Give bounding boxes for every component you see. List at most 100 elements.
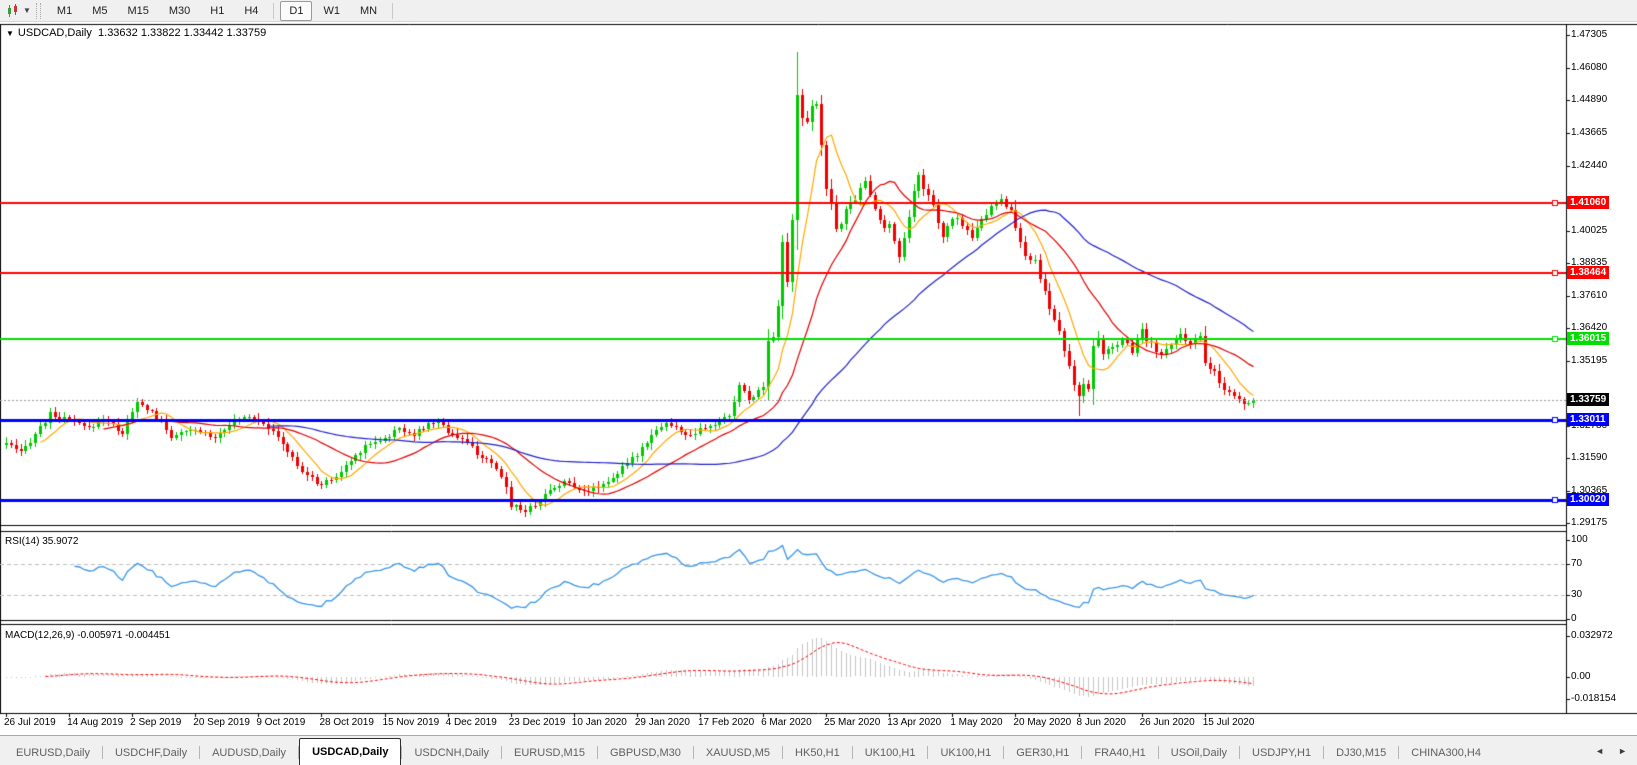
toolbar-grip: [35, 2, 41, 19]
tab-separator: [851, 746, 853, 759]
date-axis-label: 26 Jun 2020: [1139, 717, 1195, 728]
tab-eurusd-m15[interactable]: EURUSD,M15: [514, 747, 585, 759]
tab-uk100-h1[interactable]: UK100,H1: [864, 747, 916, 759]
chart-cursor-tool-icon[interactable]: [3, 2, 23, 20]
tab-xauusd-m5[interactable]: XAUUSD,M5: [705, 747, 771, 759]
tab-separator: [596, 746, 598, 759]
rsi-axis-tick: 100: [1571, 534, 1588, 545]
price-axis-tick: 1.36420: [1571, 321, 1608, 333]
tab-separator: [501, 746, 503, 759]
date-axis-label: 8 Jun 2020: [1076, 717, 1127, 728]
chart-tabs: EURUSD,Daily USDCHF,Daily AUDUSD,Daily USDC…: [0, 736, 1637, 765]
tab-eurusd-daily[interactable]: EURUSD,Daily: [16, 747, 90, 759]
price-axis-tick: 1.30365: [1571, 484, 1608, 496]
current-price-label: 1.33759: [1567, 392, 1610, 406]
date-axis-label: 6 Mar 2020: [761, 717, 812, 728]
tab-separator: [1239, 746, 1241, 759]
macd-indicator-label: MACD(12,26,9) -0.005971 -0.004451: [5, 630, 171, 641]
price-axis-tick: 1.47305: [1571, 29, 1608, 40]
tab-separator: [1157, 746, 1159, 759]
price-axis-tick: 1.42440: [1571, 159, 1608, 171]
date-axis-label: 14 Aug 2019: [67, 717, 124, 728]
tab-dj30-m15[interactable]: DJ30,M15: [1336, 747, 1387, 759]
price-axis-tick: 1.37610: [1571, 289, 1608, 301]
tab-usdcad-daily[interactable]: USDCAD,Daily: [299, 738, 402, 765]
tab-separator: [1081, 746, 1083, 759]
tab-fra40-h1[interactable]: FRA40,H1: [1094, 747, 1146, 759]
rsi-indicator-label: RSI(14) 35.9072: [5, 536, 79, 547]
level-price-label: 1.36015: [1567, 331, 1610, 345]
chevron-down-icon[interactable]: ▼: [23, 6, 31, 15]
tab-separator: [1398, 746, 1400, 759]
level-price-label: 1.41060: [1567, 196, 1610, 210]
tab-gbpusd-m30[interactable]: GBPUSD,M30: [609, 747, 681, 759]
macd-axis-tick: -0.018154: [1571, 693, 1617, 705]
tab-usdchf-daily[interactable]: USDCHF,Daily: [114, 747, 188, 759]
chart-title: ▼ USDCAD,Daily 1.33632 1.33822 1.33442 1.…: [6, 27, 266, 39]
chart-symbol-period: USDCAD,Daily: [17, 27, 92, 39]
date-axis-label: 28 Oct 2019: [319, 717, 374, 728]
timeframe-toolbar: M1 M5 M15 M30 H1 H4 D1 W1 MN: [47, 0, 398, 21]
date-axis-label: 13 Apr 2020: [887, 717, 942, 728]
toolbar-separator: [273, 2, 275, 19]
level-price-label: 1.38464: [1567, 265, 1610, 279]
price-axis-tick: 1.40025: [1571, 224, 1608, 236]
rsi-axis-tick: 70: [1571, 557, 1583, 569]
date-axis-label: 20 Sep 2019: [193, 717, 250, 728]
tab-china300-h4[interactable]: CHINA300,H4: [1411, 747, 1481, 759]
toolbar: ▼ M1 M5 M15 M30 H1 H4 D1 W1 MN: [0, 0, 1637, 22]
price-axis-tick: 1.46080: [1571, 61, 1608, 73]
tab-separator: [692, 746, 694, 759]
tab-uk100-h1[interactable]: UK100,H1: [940, 747, 992, 759]
tab-separator: [1323, 746, 1325, 759]
level-price-label: 1.33011: [1567, 412, 1609, 426]
tabs-scroll-left-icon[interactable]: ◄: [1595, 745, 1605, 756]
macd-axis-tick: 0.032972: [1571, 629, 1613, 641]
date-axis-label: 1 May 2020: [950, 717, 1003, 728]
tab-separator: [199, 746, 201, 759]
level-price-label: 1.30020: [1567, 493, 1610, 507]
rsi-axis-tick: 0: [1571, 613, 1577, 624]
date-axis-label: 23 Dec 2019: [508, 717, 566, 728]
chart-title-marker-icon: ▼: [6, 29, 14, 38]
timeframe-button-d1[interactable]: D1: [280, 0, 313, 21]
date-axis-label: 20 May 2020: [1013, 717, 1072, 728]
price-axis-tick: 1.31590: [1571, 451, 1608, 463]
timeframe-button-w1[interactable]: W1: [323, 4, 340, 17]
timeframe-button-m30[interactable]: M30: [168, 4, 191, 17]
date-axis-label: 25 Mar 2020: [824, 717, 881, 728]
price-axis-tick: 1.35195: [1571, 354, 1608, 366]
chart-tabs-bar: EURUSD,Daily USDCHF,Daily AUDUSD,Daily USDC…: [0, 735, 1637, 765]
timeframe-button-h1[interactable]: H1: [210, 4, 225, 17]
tabs-scroll-right-icon[interactable]: ►: [1618, 745, 1627, 756]
date-axis-label: 17 Feb 2020: [697, 717, 755, 728]
tab-separator: [298, 746, 300, 759]
price-axis-tick: 1.29175: [1571, 516, 1608, 528]
timeframe-button-mn[interactable]: MN: [359, 4, 378, 17]
macd-axis-tick: 0.00: [1571, 670, 1591, 682]
rsi-axis-tick: 30: [1571, 589, 1583, 601]
timeframe-button-h4[interactable]: H4: [244, 4, 259, 17]
tab-separator: [927, 746, 929, 759]
date-axis-label: 4 Dec 2019: [445, 717, 497, 728]
tab-usdjpy-h1[interactable]: USDJPY,H1: [1252, 747, 1312, 759]
tab-ger30-h1[interactable]: GER30,H1: [1016, 747, 1070, 759]
tab-separator: [1003, 746, 1005, 759]
tab-usdcnh-daily[interactable]: USDCNH,Daily: [414, 747, 490, 759]
tab-separator: [401, 746, 403, 759]
price-axis-tick: 1.44890: [1571, 94, 1608, 105]
timeframe-button-m15[interactable]: M15: [127, 4, 149, 17]
date-axis-label: 2 Sep 2019: [130, 717, 182, 728]
date-axis-label: 26 Jul 2019: [4, 717, 56, 728]
timeframe-button-m1[interactable]: M1: [56, 4, 73, 17]
tab-hk50-h1[interactable]: HK50,H1: [795, 747, 840, 759]
tab-usoil-daily[interactable]: USOil,Daily: [1170, 747, 1228, 759]
timeframe-button-m5[interactable]: M5: [92, 4, 108, 17]
tab-audusd-daily[interactable]: AUDUSD,Daily: [212, 747, 287, 759]
date-axis-label: 15 Nov 2019: [382, 717, 440, 728]
price-axis-tick: 1.43665: [1571, 126, 1608, 138]
date-axis-label: 29 Jan 2020: [634, 717, 690, 728]
tab-separator: [782, 746, 784, 759]
price-axis-tick: 1.38835: [1571, 256, 1608, 268]
